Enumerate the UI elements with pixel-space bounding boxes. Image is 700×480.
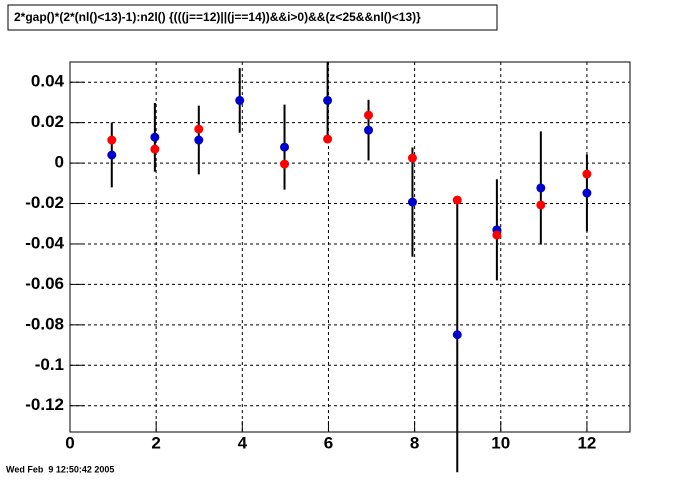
- data-point: [150, 132, 160, 142]
- x-tick-label: 10: [491, 433, 510, 452]
- plot-frame: [69, 61, 631, 433]
- data-point: [150, 144, 160, 154]
- data-point: [407, 153, 417, 163]
- x-tick-label: 6: [324, 433, 333, 452]
- data-point: [407, 197, 417, 207]
- data-point: [194, 124, 204, 134]
- y-tick-label: -0.1: [35, 355, 64, 374]
- y-tick-label: -0.04: [25, 233, 64, 252]
- timestamp: Wed Feb 9 12:50:42 2005: [6, 464, 114, 474]
- x-tick-label: 12: [577, 433, 596, 452]
- x-tick-label: 8: [410, 433, 419, 452]
- data-point: [323, 134, 333, 144]
- x-tick-label: 0: [65, 433, 74, 452]
- data-point: [364, 110, 374, 120]
- y-tick-label: -0.02: [25, 193, 64, 212]
- data-point: [536, 200, 546, 210]
- title-box: [7, 4, 498, 31]
- data-point: [582, 169, 592, 179]
- chart-title: 2*gap()*(2*(nl()<13)-1):n2l() {(((j==12)…: [14, 10, 421, 24]
- y-tick-label: 0: [55, 153, 64, 172]
- x-tick-label: 4: [238, 433, 248, 452]
- data-point: [235, 95, 245, 105]
- y-tick-label: 0.02: [31, 112, 64, 131]
- data-point: [107, 150, 117, 160]
- data-point: [452, 195, 462, 205]
- y-tick-label: 0.04: [31, 72, 65, 91]
- data-point: [364, 125, 374, 135]
- y-tick-label: -0.08: [25, 314, 64, 333]
- data-point: [280, 142, 290, 152]
- data-point: [536, 183, 546, 193]
- x-tick-label: 2: [151, 433, 160, 452]
- y-tick-label: -0.06: [25, 274, 64, 293]
- data-point: [452, 330, 462, 340]
- data-point: [492, 230, 502, 240]
- data-point: [107, 135, 117, 145]
- y-tick-label: -0.12: [25, 395, 64, 414]
- data-point: [323, 95, 333, 105]
- data-point: [582, 188, 592, 198]
- data-point: [280, 159, 290, 169]
- data-point: [194, 135, 204, 145]
